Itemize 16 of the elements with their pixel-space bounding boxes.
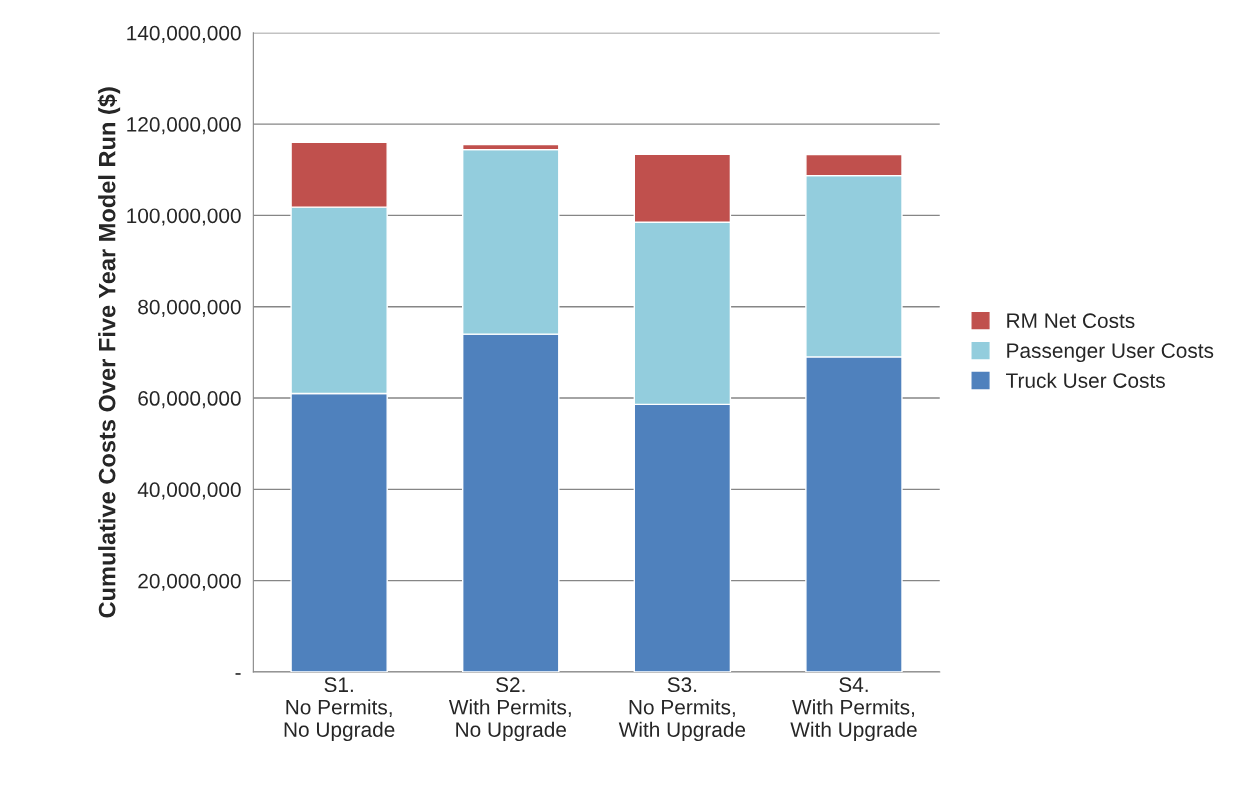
x-tick-label: S2. With Permits, No Upgrade: [448, 677, 571, 742]
y-axis-title: Cumulative Costs Over Five Year Model Run ($): [97, 87, 121, 618]
x-tick-label: S1. No Permits, No Upgrade: [284, 677, 395, 742]
x-tick-label: S4. With Permits, With Upgrade: [790, 677, 917, 742]
y-tick-label: 40,000,000: [137, 482, 241, 500]
y-tick-label: 20,000,000: [138, 573, 241, 591]
y-tick-label: 140,000,000: [127, 25, 241, 43]
y-tick-label: 60,000,000: [138, 391, 241, 409]
legend-label: Truck User Costs: [1006, 372, 1165, 388]
y-tick-label: 80,000,000: [138, 299, 241, 317]
x-tick-label: S3. No Permits, With Upgrade: [618, 677, 746, 742]
legend-label: Passenger User Costs: [1007, 343, 1214, 363]
y-tick-label: -: [235, 673, 241, 675]
y-tick-label: 100,000,000: [127, 208, 241, 226]
y-tick-label: 120,000,000: [127, 117, 241, 135]
legend-label: RM Net Costs: [1007, 313, 1135, 329]
